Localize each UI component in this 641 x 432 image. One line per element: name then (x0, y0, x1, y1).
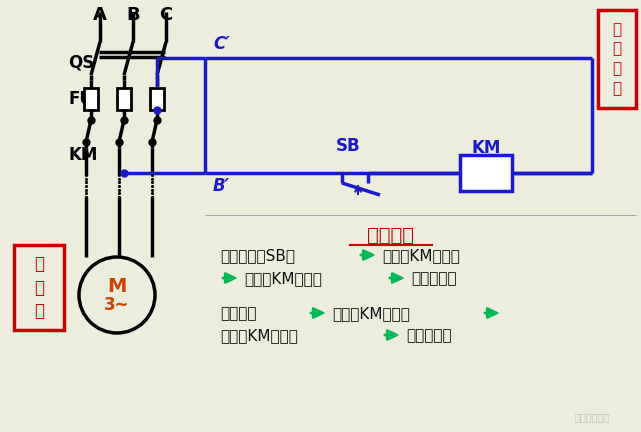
Bar (460, 155, 512, 191)
Text: 主
电
路: 主 电 路 (34, 255, 44, 320)
Text: KM: KM (471, 139, 501, 157)
Bar (117, 88, 131, 110)
Text: 电工技术之家: 电工技术之家 (575, 412, 610, 422)
Text: 动作过程: 动作过程 (367, 226, 413, 245)
Text: 3~: 3~ (104, 296, 129, 314)
Text: 线圈（KM）断电: 线圈（KM）断电 (332, 306, 410, 321)
Text: KM: KM (68, 146, 97, 164)
Text: A: A (93, 6, 107, 24)
Text: C′: C′ (213, 35, 229, 53)
Text: 按钮松开: 按钮松开 (220, 306, 256, 321)
Text: FU: FU (68, 90, 93, 108)
Text: C: C (160, 6, 172, 24)
Text: 控
制
电
路: 控 制 电 路 (612, 22, 622, 96)
Text: 电机转动；: 电机转动； (411, 271, 456, 286)
Text: B′: B′ (213, 177, 230, 195)
Text: 线圈（KM）通电: 线圈（KM）通电 (382, 248, 460, 263)
Text: M: M (107, 276, 127, 295)
Text: QS: QS (68, 53, 94, 71)
Text: B: B (126, 6, 140, 24)
Bar (598, 10, 636, 108)
Text: 电机停转。: 电机停转。 (406, 328, 452, 343)
Bar (150, 88, 164, 110)
Text: SB: SB (336, 137, 360, 155)
Bar (84, 88, 98, 110)
Text: 触头（KM）闭合: 触头（KM）闭合 (244, 271, 322, 286)
Bar (14, 245, 64, 330)
Text: 触头（KM）打开: 触头（KM）打开 (220, 328, 298, 343)
Text: 按下按钮（SB）: 按下按钮（SB） (220, 248, 295, 263)
